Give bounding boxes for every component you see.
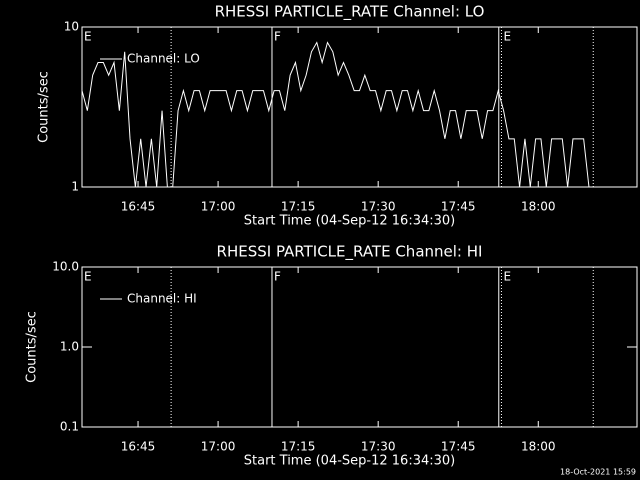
y-tick-label: 1.0	[60, 340, 79, 354]
event-letter: F	[274, 30, 281, 44]
y-tick-label: 1	[71, 180, 79, 194]
x-tick-label: 17:30	[361, 440, 396, 454]
legend-label: Channel: LO	[127, 52, 200, 66]
x-tick-label: 17:30	[361, 200, 396, 214]
data-line	[81, 41, 595, 188]
event-letter: F	[274, 270, 281, 284]
x-tick-label: 17:45	[441, 200, 476, 214]
event-letter: E	[503, 270, 511, 284]
y-axis-label: Counts/sec	[25, 311, 40, 383]
x-tick-label: 16:45	[121, 200, 156, 214]
x-tick-label: 17:15	[281, 200, 316, 214]
x-axis-label: Start Time (04-Sep-12 16:34:30)	[244, 214, 455, 229]
event-letter: E	[84, 270, 92, 284]
x-tick-label: 18:00	[521, 440, 556, 454]
y-tick-label: 0.1	[60, 420, 79, 434]
x-tick-label: 16:45	[121, 440, 156, 454]
y-tick-label: 10	[64, 20, 79, 34]
y-axis-label: Counts/sec	[37, 71, 52, 143]
x-tick-label: 18:00	[521, 200, 556, 214]
x-tick-label: 17:00	[201, 440, 236, 454]
x-axis-label: Start Time (04-Sep-12 16:34:30)	[244, 454, 455, 469]
y-tick-label: 10.0	[52, 260, 79, 274]
x-tick-label: 17:45	[441, 440, 476, 454]
x-tick-label: 17:15	[281, 440, 316, 454]
plot-frame	[81, 26, 638, 188]
event-letter: E	[84, 30, 92, 44]
chart-title: RHESSI PARTICLE_RATE Channel: LO	[215, 3, 485, 22]
chart-title: RHESSI PARTICLE_RATE Channel: HI	[217, 243, 483, 262]
footer-date: 18-Oct-2021 15:59	[560, 468, 636, 477]
x-tick-label: 17:00	[201, 200, 236, 214]
event-letter: E	[503, 30, 511, 44]
legend-label: Channel: HI	[127, 292, 197, 306]
